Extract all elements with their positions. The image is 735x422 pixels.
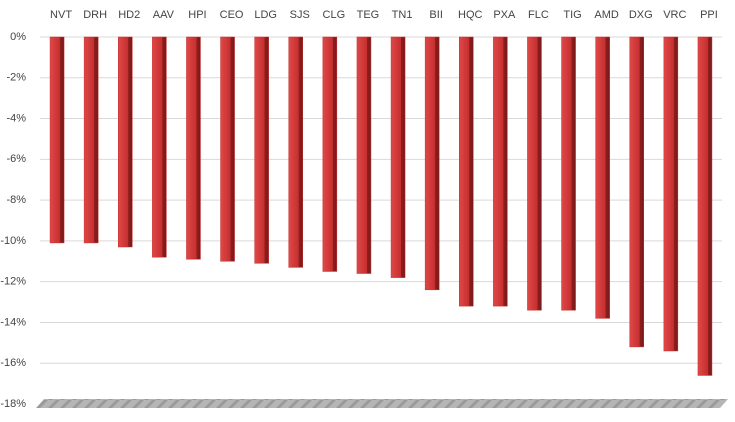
x-tick-label: VRC xyxy=(663,9,686,21)
bar xyxy=(220,36,235,262)
bar xyxy=(561,36,576,311)
x-tick-label: LDG xyxy=(254,9,277,21)
x-tick-label: PPI xyxy=(700,9,718,21)
bar xyxy=(356,36,372,274)
bar xyxy=(527,36,542,311)
bar xyxy=(49,36,65,244)
floor xyxy=(36,399,728,408)
bar xyxy=(459,36,474,307)
x-tick-label: CLG xyxy=(323,9,346,21)
y-tick-label: -2% xyxy=(6,72,26,84)
y-tick-label: -10% xyxy=(0,235,26,247)
bar xyxy=(595,36,610,319)
x-tick-label: HQC xyxy=(458,9,483,21)
bar xyxy=(288,36,303,268)
y-tick-label: -14% xyxy=(0,316,26,328)
y-tick-label: -6% xyxy=(6,153,26,165)
bar xyxy=(322,36,338,272)
y-tick-label: -4% xyxy=(6,112,26,124)
y-tick-label: -18% xyxy=(0,398,26,410)
bar xyxy=(697,36,713,376)
x-tick-label: TIG xyxy=(563,9,581,21)
y-tick-label: -8% xyxy=(6,194,26,206)
bar xyxy=(118,36,133,248)
x-tick-label: AMD xyxy=(594,9,619,21)
x-tick-label: HD2 xyxy=(118,9,140,21)
bar xyxy=(629,36,644,348)
x-tick-label: HPI xyxy=(188,9,206,21)
bar xyxy=(254,36,269,264)
x-tick-label: TEG xyxy=(357,9,380,21)
x-tick-label: SJS xyxy=(290,9,310,21)
x-tick-label: NVT xyxy=(50,9,72,21)
x-tick-label: DXG xyxy=(629,9,653,21)
x-tick-label: FLC xyxy=(528,9,549,21)
bar xyxy=(390,36,406,278)
x-tick-label: TN1 xyxy=(392,9,413,21)
x-tick-label: CEO xyxy=(220,9,244,21)
bar xyxy=(663,36,679,352)
y-tick-label: -12% xyxy=(0,276,26,288)
y-tick-label: -16% xyxy=(0,357,26,369)
y-tick-label: 0% xyxy=(10,31,26,43)
x-tick-label: PXA xyxy=(493,9,516,21)
bar xyxy=(424,36,440,291)
bar xyxy=(493,36,508,307)
bar xyxy=(186,36,201,260)
x-tick-label: AAV xyxy=(153,9,175,21)
bar xyxy=(83,36,99,244)
x-tick-label: BII xyxy=(429,9,442,21)
x-tick-label: DRH xyxy=(83,9,107,21)
bar xyxy=(152,36,167,258)
